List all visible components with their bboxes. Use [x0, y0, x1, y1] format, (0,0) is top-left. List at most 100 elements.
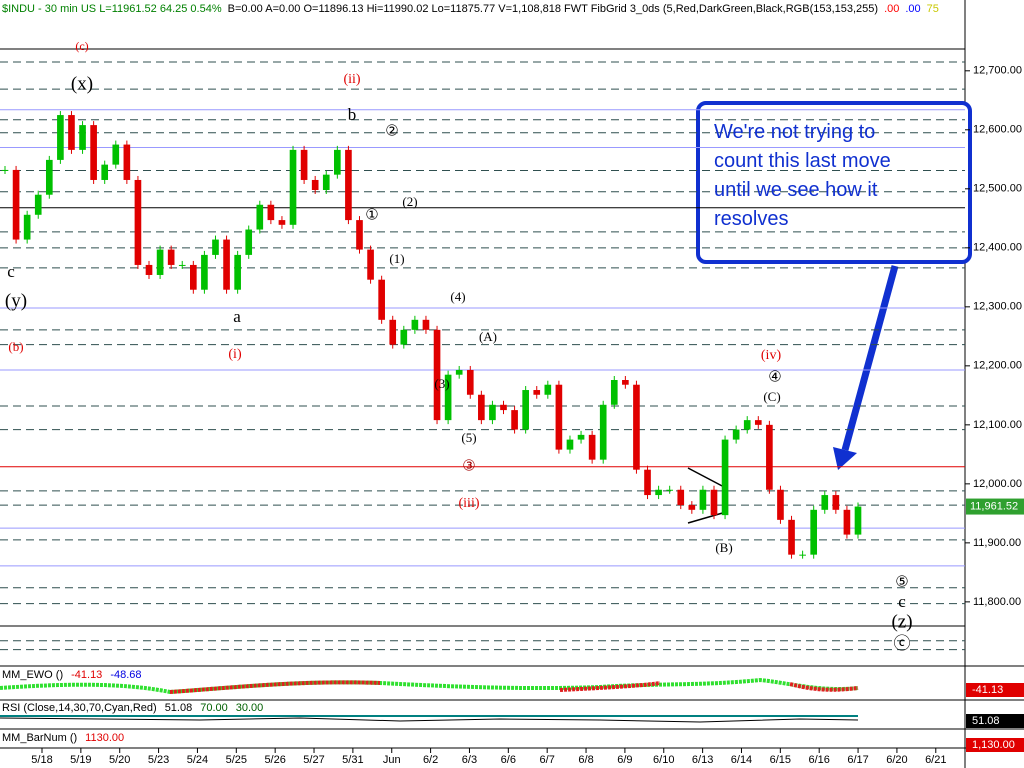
y-tick-label: 11,900.00: [973, 537, 1021, 549]
header: $INDU - 30 min US L=11961.52 64.25 0.54%…: [2, 3, 939, 15]
candle: [322, 174, 330, 190]
x-tick-label: 6/6: [501, 754, 516, 766]
indicator-marker-label: 1,130.00: [972, 739, 1015, 751]
x-tick-label: 5/18: [31, 754, 52, 766]
callout-line: until we see how it: [714, 179, 878, 201]
candle: [633, 384, 640, 470]
candle: [23, 214, 31, 240]
candle: [555, 384, 563, 450]
indicator-label: MM_EWO () -41.13 -48.68: [2, 669, 142, 681]
header-item: .00: [884, 3, 899, 15]
candle: [433, 329, 441, 421]
wave-label: (1): [389, 251, 404, 266]
candle: [832, 495, 840, 510]
x-tick-label: 6/14: [731, 754, 752, 766]
candle: [378, 279, 385, 320]
candle: [622, 380, 629, 385]
indicator-value: -48.68: [110, 669, 141, 681]
x-tick-label: 6/13: [692, 754, 713, 766]
candle: [743, 420, 751, 430]
x-tick-label: 6/8: [578, 754, 593, 766]
candle: [732, 429, 740, 440]
candle: [422, 319, 430, 330]
candle: [522, 390, 529, 430]
candle: [300, 149, 308, 180]
candle: [134, 179, 142, 265]
candle: [234, 254, 241, 290]
candle: [754, 420, 762, 425]
candle: [455, 369, 463, 375]
x-tick-label: 5/19: [70, 754, 91, 766]
candle: [289, 149, 297, 225]
x-tick-label: 6/17: [847, 754, 868, 766]
x-tick-label: 6/9: [617, 754, 632, 766]
x-tick-label: 5/23: [148, 754, 169, 766]
header-item: .00: [905, 3, 920, 15]
candle: [12, 169, 20, 240]
candle: [788, 519, 795, 555]
candle: [588, 434, 596, 460]
x-tick-label: 5/31: [342, 754, 363, 766]
y-tick-label: 12,400.00: [973, 242, 1022, 254]
ewo-line-negative: [169, 680, 859, 694]
candle: [544, 384, 552, 395]
indicator-name: MM_BarNum (): [2, 732, 77, 744]
candle: [677, 489, 685, 506]
wave-label: (c): [75, 39, 88, 53]
candle: [843, 509, 851, 535]
y-tick-label: 12,500.00: [973, 183, 1022, 195]
candle: [777, 489, 784, 520]
indicator-value: 1130.00: [85, 732, 124, 744]
indicator-label: MM_BarNum () 1130.00: [2, 732, 124, 744]
wave-label: ④: [768, 369, 781, 385]
candle: [566, 439, 574, 450]
indicator-marker: [966, 714, 1024, 728]
candle: [90, 125, 97, 180]
candle: [79, 125, 86, 150]
candle: [156, 249, 164, 275]
candle: [466, 369, 474, 395]
wave-label: ⓒ: [894, 634, 911, 653]
x-tick-label: 5/25: [226, 754, 247, 766]
candle: [666, 489, 673, 491]
wave-label: (x): [71, 73, 93, 94]
x-tick-label: 5/20: [109, 754, 130, 766]
wave-label: b: [348, 105, 357, 124]
indicator-marker: [966, 738, 1024, 752]
triangle-pattern: [687, 467, 727, 524]
y-tick-label: 12,100.00: [973, 419, 1022, 431]
candle: [167, 249, 175, 265]
candle: [721, 439, 729, 516]
candle: [810, 509, 818, 555]
wave-label: ①: [365, 207, 378, 223]
x-tick-label: 6/21: [925, 754, 946, 766]
candle: [57, 115, 64, 160]
y-tick-label: 12,600.00: [973, 124, 1022, 136]
x-tick-label: 6/2: [423, 754, 438, 766]
header-item: B=0.00 A=0.00 O=11896.13 Hi=11990.02 Lo=…: [228, 3, 878, 15]
callout-box: [696, 101, 972, 264]
wave-label: (3): [434, 376, 449, 391]
candle: [356, 220, 363, 250]
indicator-value: 51.08: [165, 702, 193, 714]
candle: [190, 264, 197, 290]
ewo-line: [0, 677, 859, 695]
candle: [101, 164, 109, 180]
wave-label: a: [233, 307, 241, 326]
x-tick-label: 6/15: [770, 754, 791, 766]
wave-label: (C): [763, 389, 780, 404]
x-tick-label: 6/7: [540, 754, 555, 766]
callout-line: resolves: [714, 208, 788, 230]
x-tick-label: 6/3: [462, 754, 477, 766]
candle: [444, 374, 452, 421]
wave-label: (B): [715, 540, 732, 555]
x-tick-label: 6/20: [886, 754, 907, 766]
wave-label: (4): [450, 289, 465, 304]
candle: [245, 229, 253, 255]
candle: [710, 489, 718, 516]
callout-line: count this last move: [714, 150, 891, 172]
candle: [511, 410, 518, 430]
candle: [644, 469, 651, 496]
y-tick-label: 12,200.00: [973, 360, 1022, 372]
